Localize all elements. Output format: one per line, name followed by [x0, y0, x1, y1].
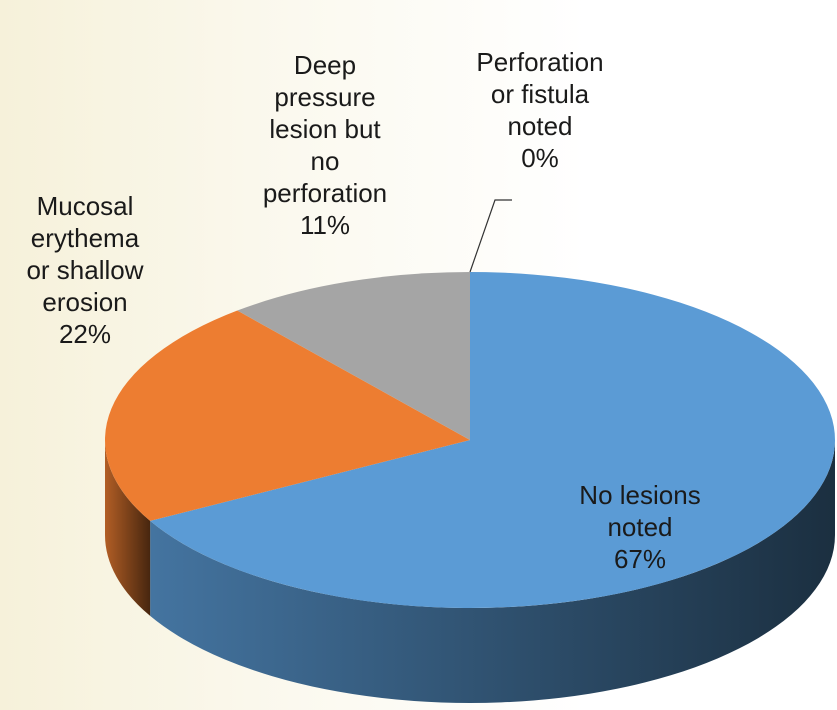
slice: [237, 272, 470, 440]
value-label: 67%: [613, 544, 667, 574]
slice: [104, 310, 470, 521]
data-label: Deep pressure lesion but no perforation 1…: [263, 49, 387, 241]
slice: [150, 272, 835, 608]
category-label: Mucosal erythema or shallow erosion: [26, 191, 144, 317]
slice-side: [150, 440, 836, 704]
data-label: Mucosal erythema or shallow erosion 22%: [26, 190, 143, 350]
slice-side: [105, 440, 151, 616]
data-label: No lesions noted 67%: [579, 479, 700, 575]
category-label: No lesions noted: [579, 480, 701, 542]
category-label: Perforation or fistula noted: [476, 47, 604, 141]
data-label: Perforation or fistula noted 0%: [476, 46, 603, 174]
value-label: 22%: [58, 319, 112, 349]
value-label: 11%: [299, 210, 351, 240]
leader-line: [469, 199, 512, 273]
category-label: Deep pressure lesion but no perforation: [262, 50, 388, 208]
value-label: 0%: [521, 143, 559, 173]
